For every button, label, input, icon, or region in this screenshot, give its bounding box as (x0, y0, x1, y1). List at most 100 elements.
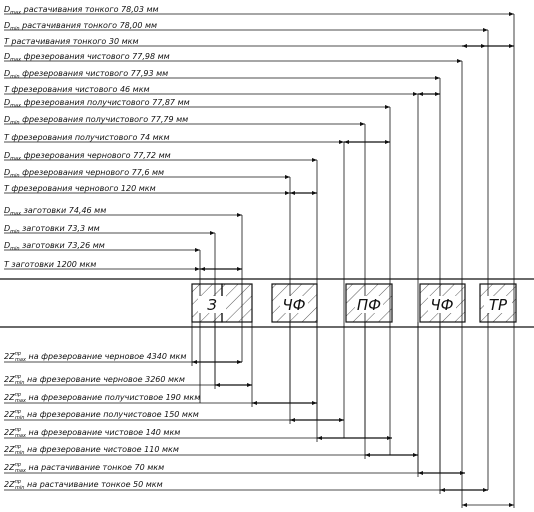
label-superscript: пр (15, 444, 21, 450)
arrow-head (195, 267, 200, 271)
zone-cell (221, 283, 253, 323)
label-symbol: D (4, 5, 10, 14)
label-text: на фрезерование черновое 3260 мкм (27, 375, 185, 384)
label-symbol: 2Z (4, 352, 15, 361)
label-symbol: 2Z (4, 428, 15, 437)
label-symbol: 2Z (4, 445, 15, 454)
label-subscript: min (15, 485, 24, 491)
label-superscript: пр (15, 479, 21, 485)
arrow-head (290, 191, 295, 195)
bottom-label: 2Zпр min на фрезерование черновое 3260 мк… (4, 374, 185, 386)
arrow-head (418, 471, 423, 475)
label-subscript: max (15, 468, 26, 474)
label-symbol: D (4, 69, 10, 78)
top-label: Dmax заготовки 74,46 мм (4, 206, 106, 217)
arrow-head (435, 92, 440, 96)
arrow-head (210, 231, 215, 235)
zone-label: ТР (489, 296, 508, 314)
arrow-head (285, 175, 290, 179)
label-text: на растачивание тонкое 50 мкм (27, 480, 163, 489)
bottom-label: 2Zпр max на фрезерование получистовое 190… (4, 392, 200, 404)
label-subscript: min (10, 74, 19, 80)
top-label: Dmin заготовки 73,3 мм (4, 224, 100, 235)
arrow-head (252, 401, 257, 405)
label-symbol: 2Z (4, 410, 15, 419)
label-text: на фрезерование чистовое 110 мкм (27, 445, 179, 454)
label-symbol: D (4, 21, 10, 30)
label-superscript: пр (15, 462, 21, 468)
label-symbol: D (4, 206, 10, 215)
label-text: фрезерования получистового 77,79 мм (22, 115, 188, 124)
arrow-head (462, 44, 467, 48)
arrow-head (440, 488, 445, 492)
label-text: T фрезерования получистового 74 мкм (4, 133, 170, 142)
arrow-head (509, 503, 514, 507)
arrow-head (237, 267, 242, 271)
arrow-head (237, 360, 242, 364)
arrow-head (509, 44, 514, 48)
arrow-head (460, 471, 465, 475)
dimension-lines (4, 12, 515, 508)
label-subscript: min (10, 173, 19, 179)
arrow-head (237, 213, 242, 217)
bottom-label: 2Zпр max на растачивание тонкое 70 мкм (4, 462, 164, 474)
label-subscript: max (10, 211, 21, 217)
arrow-head (360, 122, 365, 126)
label-text: растачивания тонкого 78,00 мм (21, 21, 157, 30)
label-text: растачивания тонкого 78,03 мм (23, 5, 159, 14)
label-subscript: max (10, 10, 21, 16)
top-label: T заготовки 1200 мкм (4, 260, 96, 269)
label-text: T растачивания тонкого 30 мкм (4, 37, 138, 46)
top-label: Dmax фрезерования чернового 77,72 мм (4, 151, 171, 162)
label-text: заготовки 73,3 мм (22, 224, 100, 233)
label-subscript: min (15, 450, 24, 456)
top-label: T фрезерования получистового 74 мкм (4, 133, 170, 142)
top-label: T фрезерования чистового 46 мкм (4, 85, 150, 94)
label-subscript: min (15, 380, 24, 386)
label-text: на фрезерование получистовое 190 мкм (28, 393, 200, 402)
arrow-head (435, 76, 440, 80)
bottom-label: 2Zпр max на фрезерование черновое 4340 мк… (4, 351, 186, 363)
label-subscript: max (10, 103, 21, 109)
bottom-label: 2Zпр min на фрезерование чистовое 110 мкм (4, 444, 179, 456)
label-text: заготовки 73,26 мм (22, 241, 105, 250)
label-text: T фрезерования чистового 46 мкм (4, 85, 150, 94)
label-subscript: min (10, 120, 19, 126)
label-symbol: D (4, 224, 10, 233)
arrow-head (317, 436, 322, 440)
arrow-head (509, 12, 514, 16)
top-label: Dmax фрезерования чистового 77,98 мм (4, 52, 170, 63)
arrow-head (312, 401, 317, 405)
top-label: Dmin фрезерования чернового 77,6 мм (4, 168, 164, 179)
zone-label: З (207, 296, 217, 314)
arrow-head (344, 140, 349, 144)
label-text: на фрезерование черновое 4340 мкм (28, 352, 186, 361)
arrow-head (457, 59, 462, 63)
label-superscript: пр (15, 351, 21, 357)
label-text: фрезерования чистового 77,93 мм (22, 69, 168, 78)
label-symbol: D (4, 52, 10, 61)
label-symbol: 2Z (4, 480, 15, 489)
arrow-head (312, 191, 317, 195)
arrow-head (483, 488, 488, 492)
label-symbol: D (4, 98, 10, 107)
zone-label-bg (355, 296, 383, 313)
label-symbol: D (4, 115, 10, 124)
arrow-head (215, 383, 220, 387)
arrow-head (200, 267, 205, 271)
label-symbol: 2Z (4, 393, 15, 402)
label-text: на фрезерование чистовое 140 мкм (28, 428, 180, 437)
label-superscript: пр (15, 409, 21, 415)
top-label: Dmax растачивания тонкого 78,03 мм (4, 5, 159, 16)
top-label: T растачивания тонкого 30 мкм (4, 37, 138, 46)
label-text: фрезерования чистового 77,98 мм (24, 52, 170, 61)
label-symbol: 2Z (4, 463, 15, 472)
label-symbol: D (4, 241, 10, 250)
label-superscript: пр (15, 374, 21, 380)
zone-label-bg (198, 296, 226, 313)
bottom-label: 2Zпр min на фрезерование получистовое 150… (4, 409, 199, 421)
arrow-head (312, 158, 317, 162)
label-subscript: max (10, 57, 21, 63)
